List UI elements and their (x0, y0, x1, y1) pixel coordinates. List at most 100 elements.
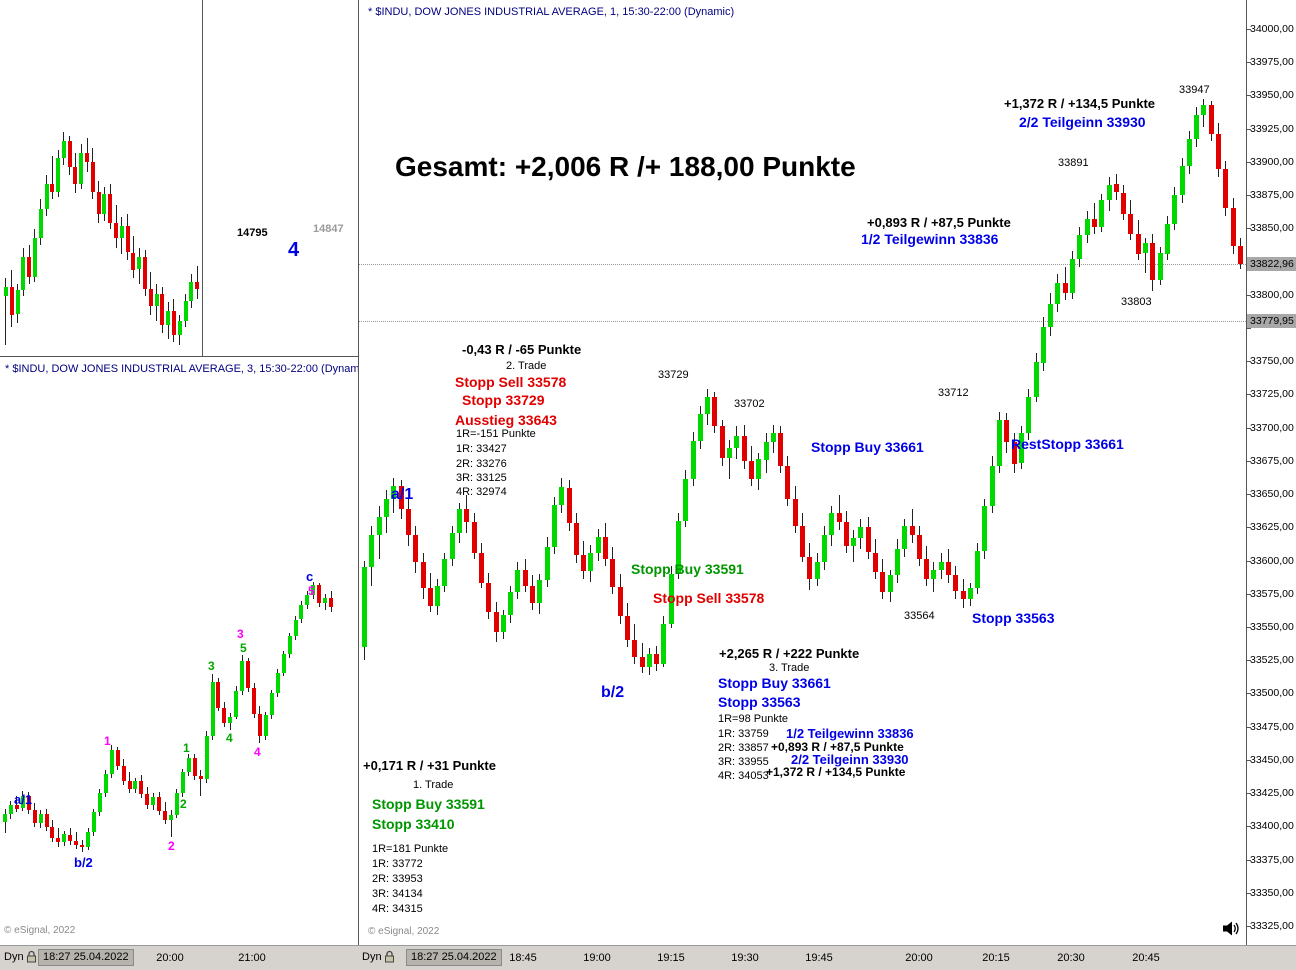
trade-stat-label: 4R: 32974 (456, 486, 507, 498)
candle (697, 406, 703, 449)
candle (9, 269, 14, 327)
candle-body (1150, 242, 1156, 281)
candle (427, 572, 433, 613)
candle (654, 645, 659, 671)
candle-body (145, 794, 150, 805)
candle-body (719, 426, 725, 459)
candle-body (551, 504, 557, 548)
candle (500, 609, 506, 639)
candle (617, 573, 623, 625)
lock-icon[interactable] (26, 950, 37, 966)
candle-body (26, 795, 31, 810)
candle-body (683, 479, 689, 521)
candle-body (68, 834, 73, 841)
candle-body (384, 499, 389, 517)
candle (690, 431, 696, 487)
candle-body (73, 167, 78, 185)
candle-body (103, 773, 108, 794)
candle-body (391, 486, 397, 500)
time-tick-label: 19:45 (805, 952, 833, 964)
chart-top-left[interactable]: 14795 4 14847 (0, 0, 358, 357)
price-tick (1247, 29, 1251, 30)
price-tick (1247, 128, 1251, 130)
candle (79, 144, 84, 190)
candle (56, 150, 60, 197)
candle-body (15, 290, 20, 315)
candle-body (1157, 253, 1163, 281)
total-result-label: Gesamt: +2,006 R /+ 188,00 Punkte (395, 151, 856, 182)
candle (748, 446, 754, 487)
dyn-mode-button[interactable]: Dyn (362, 951, 382, 963)
price-tick-label: 33325,00 (1250, 920, 1294, 932)
candle (1179, 157, 1185, 204)
wave-label: 3 (237, 627, 244, 641)
chart-bottom-left[interactable]: © eSignal, 2022 a/1 b/2 1 2 1 2 3 4 5 3 4 5 c (0, 382, 358, 945)
trade-stat-label: 3R: 33955 (718, 756, 769, 768)
candle-body (756, 459, 762, 480)
dyn-mode-button[interactable]: Dyn (4, 951, 24, 963)
chart-title-left: * $INDU, DOW JONES INDUSTRIAL AVERAGE, 3… (5, 363, 372, 375)
price-label: 33947 (1179, 84, 1210, 96)
candle-body (814, 561, 820, 580)
candle-body (61, 140, 66, 158)
candle-body (86, 831, 90, 848)
candle (127, 772, 132, 794)
candle (624, 603, 630, 647)
candle-body (137, 257, 142, 270)
candle (369, 526, 375, 586)
candle-body (79, 152, 84, 185)
candle (668, 565, 674, 629)
candle (1026, 389, 1032, 440)
candle (137, 247, 142, 285)
candle (1084, 211, 1090, 243)
speaker-icon[interactable] (1223, 921, 1240, 936)
candle-body (1062, 282, 1068, 294)
price-tick-label: 33575,00 (1250, 587, 1294, 600)
candle (263, 711, 268, 740)
candle-body (252, 688, 256, 715)
candle-body (413, 535, 419, 562)
candle-body (44, 813, 49, 827)
price-label: 33803 (1121, 296, 1152, 308)
trade-result-label: +0,893 R / +87,5 Punkte (771, 740, 904, 754)
wave-label: b/2 (601, 684, 625, 701)
candle-body (50, 184, 55, 192)
trade-result-label: +2,265 R / +222 Punkte (719, 646, 860, 661)
candle-body (376, 516, 382, 536)
chart-main[interactable]: * $INDU, DOW JONES INDUSTRIAL AVERAGE, 1… (358, 0, 1246, 945)
candle (734, 426, 740, 460)
price-axis[interactable]: 34000,00 33975,00 33950,00 33925,00 33900,00… (1246, 0, 1296, 945)
candle-body (902, 525, 908, 549)
candle (26, 792, 31, 814)
candle (1011, 433, 1017, 473)
candle-body (177, 320, 182, 336)
candle (705, 389, 711, 425)
candle-body (464, 508, 470, 522)
candle (405, 499, 411, 546)
candle-body (204, 736, 209, 780)
stop-label: Stopp Sell 33578 (653, 590, 765, 606)
candle-body (133, 781, 138, 790)
stop-label: Stopp Sell 33578 (455, 374, 567, 390)
candle-body (821, 535, 827, 562)
candle (420, 552, 426, 600)
candle (603, 523, 608, 566)
candle-body (216, 681, 221, 708)
candle (125, 213, 130, 260)
price-tick (1247, 228, 1251, 230)
candle (61, 132, 66, 165)
candle-body (829, 512, 835, 536)
candle-body (559, 487, 565, 505)
candle-body (1091, 218, 1097, 227)
candle (851, 530, 857, 562)
candle-body (916, 535, 922, 560)
candle (530, 575, 535, 610)
price-label: 14847 (313, 223, 344, 235)
candle-body (108, 193, 113, 224)
wave-label: 3 (208, 659, 215, 673)
candle-body (80, 844, 84, 848)
candle-body (56, 157, 60, 192)
trade-stat-label: 4R: 34053 (718, 770, 769, 782)
stop-label: RestStopp 33661 (1011, 436, 1124, 452)
lock-icon[interactable] (384, 950, 395, 966)
